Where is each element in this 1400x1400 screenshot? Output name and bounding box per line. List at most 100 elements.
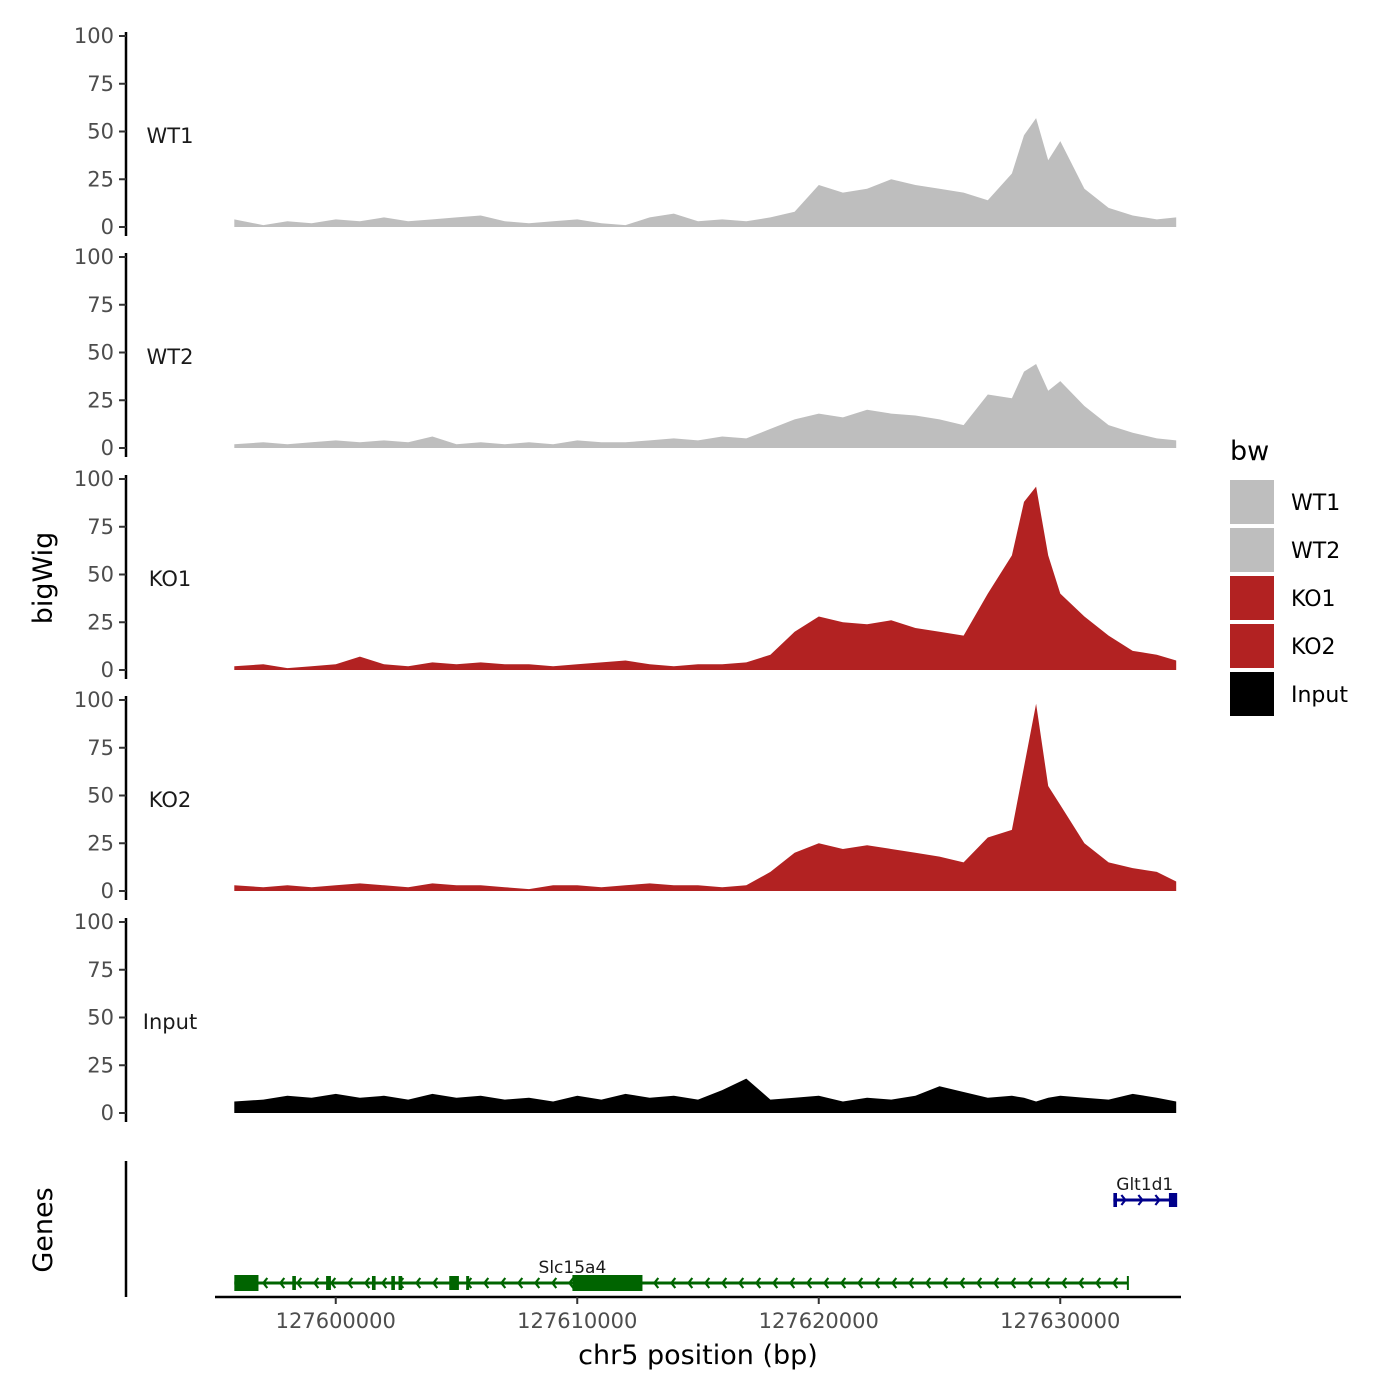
y-tick-label: 50	[87, 563, 114, 587]
strand-arrow	[1154, 1194, 1161, 1206]
track-wt2: 0 25 50 75 100 WT2	[74, 245, 1177, 460]
exon	[572, 1275, 643, 1291]
track-label: WT1	[147, 124, 194, 148]
y-tick-label: 50	[87, 1006, 114, 1030]
y-tick-label: 75	[87, 293, 114, 317]
strand-arrow	[1111, 1277, 1119, 1289]
strand-arrow	[261, 1277, 269, 1289]
strand-arrow	[1137, 1194, 1144, 1206]
legend-label: WT1	[1291, 491, 1340, 516]
strand-arrow	[975, 1277, 983, 1289]
y-tick-label: 0	[101, 215, 114, 239]
exon	[326, 1276, 331, 1290]
y-tick-label: 0	[101, 436, 114, 460]
strand-arrow	[295, 1277, 303, 1289]
track-label: KO2	[149, 788, 192, 812]
x-axis-title: chr5 position (bp)	[578, 1340, 818, 1371]
strand-arrow	[1009, 1277, 1017, 1289]
exon	[391, 1276, 395, 1290]
strand-arrow	[533, 1277, 541, 1289]
strand-arrow	[788, 1277, 796, 1289]
gene-slc15a4: Slc15a4	[234, 1258, 1129, 1291]
strand-arrow	[516, 1277, 524, 1289]
strand-arrow	[754, 1277, 762, 1289]
strand-arrow	[839, 1277, 847, 1289]
y-tick-label: 100	[74, 688, 114, 712]
signal-area-ko2	[234, 703, 1177, 891]
y-tick-label: 75	[87, 515, 114, 539]
strand-arrow	[652, 1277, 660, 1289]
strand-arrow	[1077, 1277, 1085, 1289]
strand-arrow	[737, 1277, 745, 1289]
gene-label: Slc15a4	[539, 1258, 607, 1278]
strand-arrow	[941, 1277, 949, 1289]
strand-arrow	[1060, 1277, 1068, 1289]
strand-arrow	[856, 1277, 864, 1289]
strand-arrow	[312, 1277, 320, 1289]
x-tick-label: 127610000	[517, 1309, 637, 1333]
strand-arrow	[771, 1277, 779, 1289]
strand-arrow	[329, 1277, 337, 1289]
strand-arrow	[669, 1277, 677, 1289]
x-tick-label: 127630000	[1000, 1309, 1120, 1333]
y-tick-label: 50	[87, 341, 114, 365]
exon	[371, 1276, 376, 1290]
y-tick-label: 0	[101, 1101, 114, 1125]
gene-label: Glt1d1	[1116, 1175, 1173, 1195]
track-panels: 0255075100WT10255075100WT20255075100KO10…	[74, 24, 1177, 1125]
track-ko2: 0 25 50 75 100 KO2	[74, 688, 1177, 903]
y-tick-label: 100	[74, 245, 114, 269]
strand-arrow	[873, 1277, 881, 1289]
y-tick-label: 75	[87, 958, 114, 982]
strand-arrow	[380, 1277, 388, 1289]
exon	[292, 1276, 296, 1290]
strand-arrow	[703, 1277, 711, 1289]
strand-arrow	[822, 1277, 830, 1289]
strand-arrow	[720, 1277, 728, 1289]
strand-arrow	[346, 1277, 354, 1289]
y-tick-label: 50	[87, 120, 114, 144]
legend-key-ko2	[1230, 624, 1274, 668]
y-tick-label: 75	[87, 736, 114, 760]
strand-arrow	[1120, 1194, 1127, 1206]
legend-label: KO2	[1291, 635, 1336, 660]
strand-arrow	[1026, 1277, 1034, 1289]
exon	[398, 1276, 403, 1290]
y-tick-label: 100	[74, 467, 114, 491]
y-tick-label: 100	[74, 24, 114, 48]
track-ko1: 0 25 50 75 100 KO1	[74, 467, 1177, 682]
gene-glt1d1: Glt1d1	[1113, 1175, 1178, 1207]
strand-arrow	[890, 1277, 898, 1289]
strand-arrow	[992, 1277, 1000, 1289]
exon	[1113, 1193, 1118, 1207]
track-label: Input	[143, 1010, 197, 1034]
track-label: KO1	[149, 567, 192, 591]
legend: bw WT1 WT2 KO1 KO2 Input	[1230, 436, 1348, 716]
exon	[466, 1276, 470, 1290]
y-tick-label: 0	[101, 658, 114, 682]
exon	[1168, 1193, 1177, 1207]
signal-area-ko1	[234, 486, 1177, 670]
signal-area-wt2	[234, 364, 1177, 448]
y-tick-label: 25	[87, 388, 114, 412]
strand-arrow	[907, 1277, 915, 1289]
exon	[449, 1276, 459, 1290]
track-input: 0 25 50 75 100 Input	[74, 910, 1177, 1125]
strand-arrow	[482, 1277, 490, 1289]
y-tick-label: 0	[101, 879, 114, 903]
y-axis-title-tracks: bigWig	[28, 532, 59, 625]
strand-arrow	[686, 1277, 694, 1289]
legend-key-wt1	[1230, 480, 1274, 524]
y-axis-title-genes: Genes	[28, 1187, 59, 1272]
legend-label: WT2	[1291, 539, 1340, 564]
y-tick-label: 25	[87, 831, 114, 855]
legend-key-wt2	[1230, 528, 1274, 572]
strand-arrow	[363, 1277, 371, 1289]
strand-arrow	[431, 1277, 439, 1289]
exon	[234, 1275, 259, 1291]
x-axis: 127600000 127610000 127620000 127630000	[215, 1295, 1181, 1333]
strand-arrow	[805, 1277, 813, 1289]
y-tick-label: 50	[87, 784, 114, 808]
gene-panel: Slc15a4 Glt1d1	[124, 1161, 1178, 1297]
